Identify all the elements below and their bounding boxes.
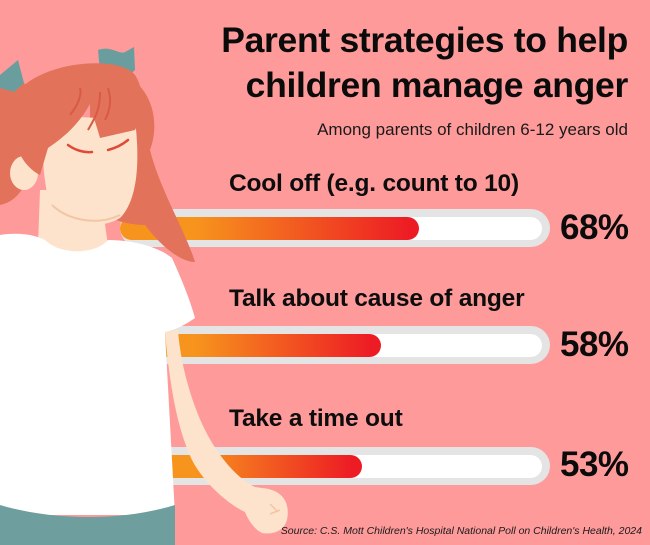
eye-left-icon [66, 143, 94, 154]
chart-subtitle: Among parents of children 6-12 years old [317, 120, 628, 139]
bar-track [120, 209, 550, 247]
bar-label: Take a time out [229, 405, 403, 432]
bar-fill [120, 455, 362, 478]
arm-icon [165, 330, 288, 534]
bar-fill [120, 217, 420, 240]
bar-fill [120, 334, 381, 357]
bow-left-icon [0, 60, 24, 92]
bar-value: 53% [560, 445, 629, 484]
bar-row-cool-off: Cool off (e.g. count to 10) 68% [0, 170, 650, 260]
pants-icon [0, 505, 175, 545]
shirt-icon [0, 233, 195, 516]
chart-title: Parent strategies to help children manag… [221, 20, 628, 105]
bar-value: 58% [560, 325, 629, 364]
eye-right-icon [106, 138, 130, 152]
bar-label: Cool off (e.g. count to 10) [229, 170, 519, 197]
source-note: Source: C.S. Mott Children's Hospital Na… [280, 525, 642, 537]
bar-track [120, 326, 550, 364]
bar-label: Talk about cause of anger [229, 285, 525, 312]
face-icon [42, 115, 138, 225]
bar-row-time-out: Take a time out 53% [0, 405, 650, 495]
bar-track [120, 447, 550, 485]
bar-row-talk-about-cause: Talk about cause of anger 58% [0, 285, 650, 375]
bar-value: 68% [560, 208, 629, 247]
